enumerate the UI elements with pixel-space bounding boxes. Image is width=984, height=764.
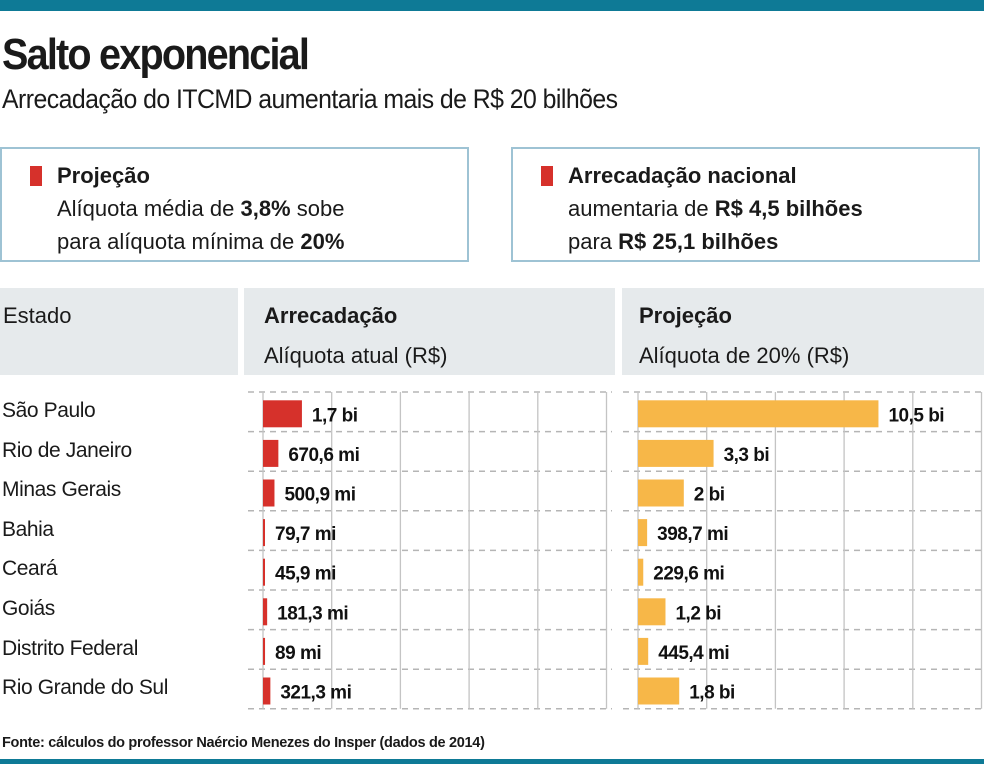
box-text: Alíquota média de — [57, 196, 241, 221]
bar-value-label: 1,7 bi — [312, 405, 358, 426]
bottom-accent-bar — [0, 759, 984, 764]
bar-value-label: 2 bi — [694, 485, 725, 506]
bar — [263, 400, 302, 428]
top-accent-bar — [0, 0, 984, 11]
state-label: Ceará — [2, 557, 58, 581]
bar — [263, 558, 265, 586]
header-arrecadacao: Arrecadação Alíquota atual (R$) — [244, 288, 615, 375]
state-label: Rio de Janeiro — [2, 438, 132, 462]
column-header: Arrecadação — [264, 303, 398, 328]
bar-value-label: 670,6 mi — [288, 445, 359, 466]
box-text: sobe — [290, 196, 345, 221]
bar-value-label: 500,9 mi — [284, 485, 355, 506]
bar — [638, 400, 879, 428]
column-subheader: Alíquota atual (R$) — [264, 343, 448, 368]
box-text: aumentaria de — [568, 196, 715, 221]
bar-value-label: 321,3 mi — [280, 683, 351, 704]
bar — [263, 598, 268, 626]
bar — [638, 677, 680, 705]
bar-value-label: 1,2 bi — [675, 603, 721, 624]
source-note: Fonte: cálculos do professor Naércio Men… — [2, 735, 485, 751]
box-value: R$ 25,1 bilhões — [618, 229, 779, 254]
box-text: para alíquota mínima de — [57, 229, 301, 254]
box-heading: Projeção — [57, 163, 150, 188]
bar — [263, 637, 266, 665]
projection-note-box: Projeção Alíquota média de 3,8% sobe par… — [0, 147, 469, 262]
state-label: Minas Gerais — [2, 478, 121, 502]
bar — [263, 479, 275, 507]
bar-value-label: 1,8 bi — [689, 683, 735, 704]
column-header: Projeção — [639, 303, 732, 328]
state-label: Distrito Federal — [2, 636, 138, 660]
bar-value-label: 181,3 mi — [277, 603, 348, 624]
bar-value-label: 45,9 mi — [275, 564, 336, 585]
box-value: 20% — [300, 229, 345, 254]
state-label: São Paulo — [2, 399, 96, 422]
box-text: para — [568, 229, 619, 254]
header-projecao: Projeção Alíquota de 20% (R$) — [622, 288, 984, 375]
box-value: R$ 4,5 bilhões — [714, 196, 863, 221]
column-header: Estado — [3, 303, 72, 328]
red-square-icon — [30, 166, 42, 186]
bar-value-label: 398,7 mi — [657, 524, 728, 545]
bar-value-label: 10,5 bi — [888, 405, 944, 426]
bar — [263, 439, 279, 467]
bar — [263, 519, 265, 547]
bar-value-label: 79,7 mi — [275, 524, 336, 545]
bar-value-label: 89 mi — [275, 643, 321, 664]
column-subheader: Alíquota de 20% (R$) — [639, 343, 850, 368]
state-label: Goiás — [2, 597, 55, 620]
state-label: Bahia — [2, 517, 54, 541]
box-heading: Arrecadação nacional — [568, 163, 797, 188]
bar — [638, 519, 648, 547]
bar — [638, 637, 649, 665]
chart-subtitle: Arrecadação do ITCMD aumentaria mais de … — [2, 84, 618, 114]
bar-value-label: 229,6 mi — [653, 564, 724, 585]
bar — [638, 479, 684, 507]
header-estado: Estado — [0, 288, 238, 375]
bar-value-label: 3,3 bi — [724, 445, 770, 466]
national-revenue-box: Arrecadação nacional aumentaria de R$ 4,… — [511, 147, 980, 262]
box-value: 3,8% — [240, 196, 291, 221]
bar — [638, 439, 714, 467]
bar — [638, 598, 666, 626]
chart-title: Salto exponencial — [2, 30, 310, 79]
red-square-icon — [541, 166, 553, 186]
state-label: Rio Grande do Sul — [2, 676, 168, 700]
bar-value-label: 445,4 mi — [658, 643, 729, 664]
bar — [263, 677, 271, 705]
bar — [638, 558, 644, 586]
